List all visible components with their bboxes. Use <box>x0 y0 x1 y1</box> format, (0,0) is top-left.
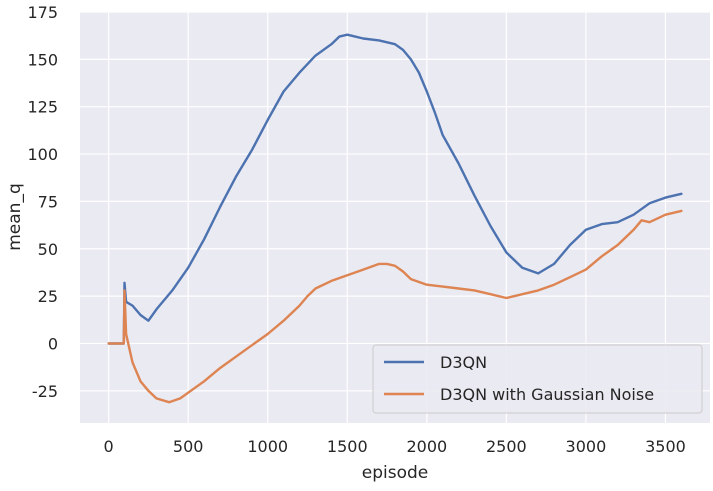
x-tick-label: 3500 <box>645 437 686 456</box>
y-axis-label: mean_q <box>5 183 25 251</box>
legend-label-d3qn: D3QN <box>440 353 487 372</box>
y-tick-label: 150 <box>27 50 58 69</box>
x-tick-label: 2500 <box>486 437 527 456</box>
y-tick-label: 0 <box>48 334 58 353</box>
x-tick-label: 3000 <box>566 437 607 456</box>
y-tick-label: 25 <box>38 287 58 306</box>
x-tick-label: 1000 <box>247 437 288 456</box>
legend-box <box>372 344 703 414</box>
y-tick-label: 75 <box>38 192 58 211</box>
series-line-d3qn <box>107 33 683 345</box>
series-line-d3qn-gaussian-noise <box>107 209 683 404</box>
y-tick-label: -25 <box>32 382 58 401</box>
x-tick-label: 1500 <box>327 437 368 456</box>
x-tick-label: 2000 <box>406 437 447 456</box>
x-axis-label: episode <box>362 463 428 483</box>
y-tick-label: 125 <box>27 98 58 117</box>
y-tick-label: 100 <box>27 145 58 164</box>
series-lines <box>107 33 683 404</box>
legend: D3QN D3QN with Gaussian Noise <box>372 344 703 414</box>
y-tick-label: 50 <box>38 240 58 259</box>
y-tick-labels: -25 0 25 50 75 100 125 150 175 <box>27 3 58 401</box>
x-tick-label: 500 <box>173 437 204 456</box>
y-tick-label: 175 <box>27 3 58 22</box>
x-tick-labels: 0 500 1000 1500 2000 2500 3000 3500 <box>104 437 686 456</box>
horizontal-gridlines <box>80 11 710 392</box>
x-tick-label: 0 <box>104 437 114 456</box>
legend-label-d3qn-gaussian-noise: D3QN with Gaussian Noise <box>440 385 654 404</box>
